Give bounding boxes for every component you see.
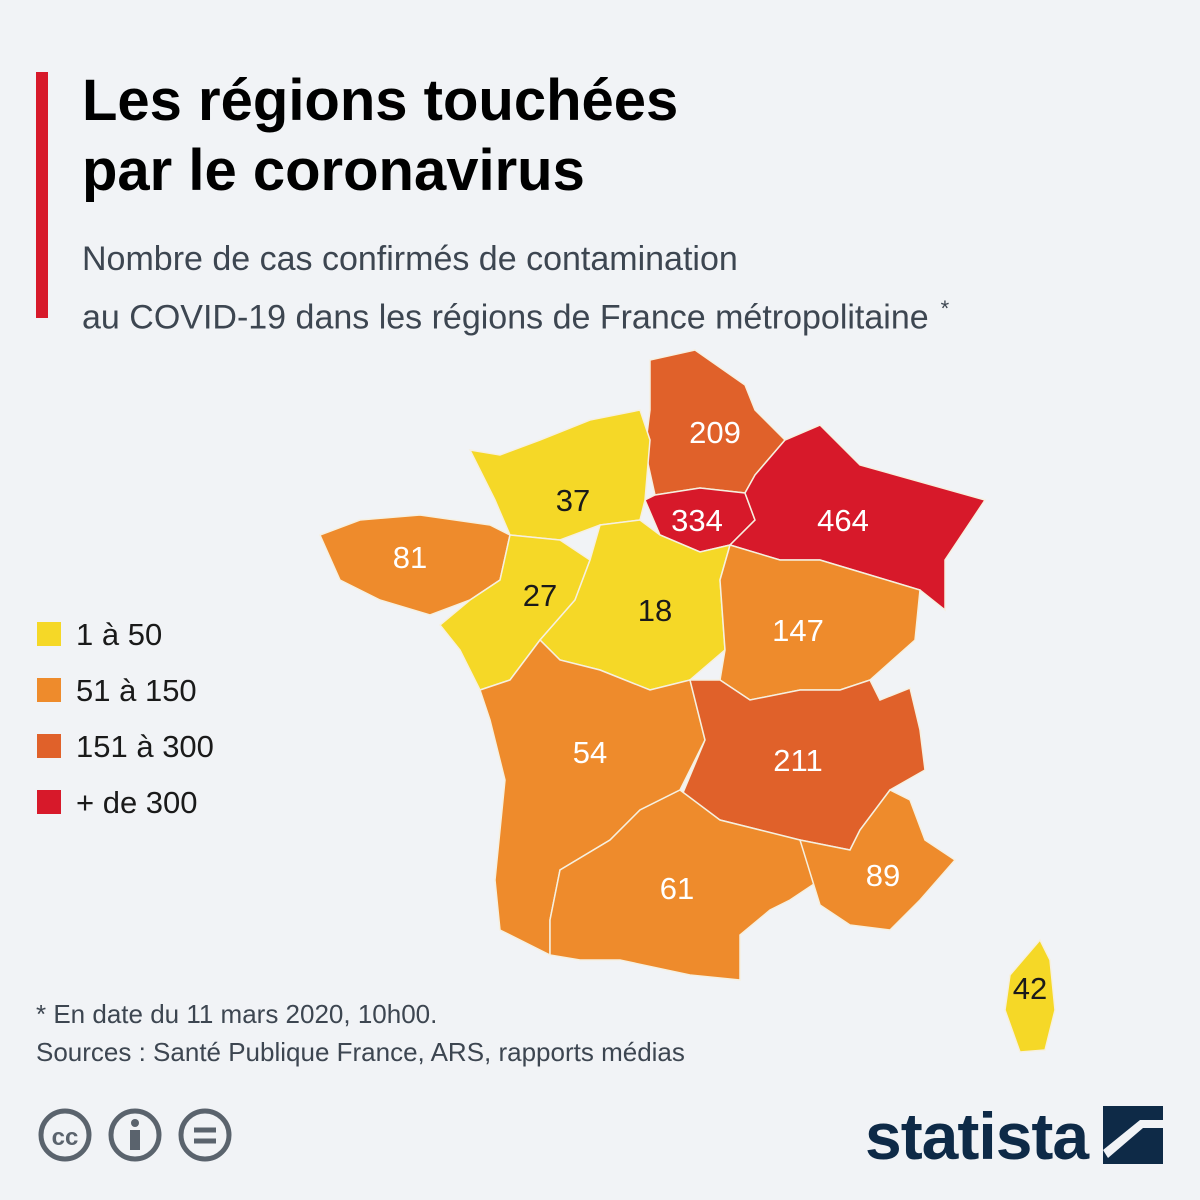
- region-value: 54: [573, 735, 607, 770]
- brand-icon-stroke: [1103, 1120, 1163, 1158]
- legend-label: 1 à 50: [76, 617, 162, 652]
- footer: * En date du 11 mars 2020, 10h00. Source…: [36, 995, 685, 1071]
- region-value: 61: [660, 871, 694, 906]
- title: Les régions touchées par le coronavirus: [82, 66, 678, 206]
- subtitle-text: au COVID-19 dans les régions de France m…: [82, 298, 929, 337]
- region-value: 18: [638, 593, 672, 628]
- region: [468, 409, 651, 541]
- by-icon-body: [130, 1130, 140, 1150]
- legend-swatch: [37, 790, 61, 814]
- region-value: 42: [1013, 971, 1047, 1006]
- brand: statista: [865, 1099, 1089, 1173]
- nd-icon: [178, 1108, 232, 1162]
- legend-swatch: [37, 734, 61, 758]
- subtitle-mark: *: [940, 296, 950, 321]
- region-value: 209: [689, 415, 741, 450]
- source: Sources : Santé Publique France, ARS, ra…: [36, 1037, 685, 1067]
- subtitle-line: au COVID-19 dans les régions de France m…: [82, 284, 949, 342]
- region-value: 81: [393, 540, 427, 575]
- region-value: 464: [817, 503, 869, 538]
- legend-label: 151 à 300: [76, 729, 214, 764]
- region-value: 147: [772, 613, 824, 648]
- region: [798, 789, 957, 931]
- region-value: 211: [773, 743, 822, 778]
- region-value: 334: [671, 503, 723, 538]
- subtitle: Nombre de cas confirmés de contamination…: [82, 234, 949, 342]
- brand-icon: [1103, 1106, 1163, 1164]
- region: [1004, 938, 1056, 1053]
- region-value: 37: [556, 483, 590, 518]
- cc-icon: [38, 1108, 92, 1162]
- legend-swatch: [37, 622, 61, 646]
- accent-bar: [36, 72, 48, 318]
- cc-icons: cc: [38, 1108, 232, 1162]
- cc-icon-text: cc: [52, 1124, 79, 1151]
- footnote: * En date du 11 mars 2020, 10h00.: [36, 999, 438, 1029]
- subtitle-line: Nombre de cas confirmés de contamination: [82, 240, 738, 278]
- legend-swatch: [37, 678, 61, 702]
- region-value: 27: [523, 578, 557, 613]
- title-line: Les régions touchées: [82, 68, 679, 133]
- legend-label: 51 à 150: [76, 673, 197, 708]
- title-line: par le coronavirus: [82, 138, 585, 203]
- by-icon-head: [131, 1119, 139, 1127]
- by-icon: [108, 1108, 162, 1162]
- legend-label: + de 300: [76, 785, 198, 820]
- region-value: 89: [866, 858, 900, 893]
